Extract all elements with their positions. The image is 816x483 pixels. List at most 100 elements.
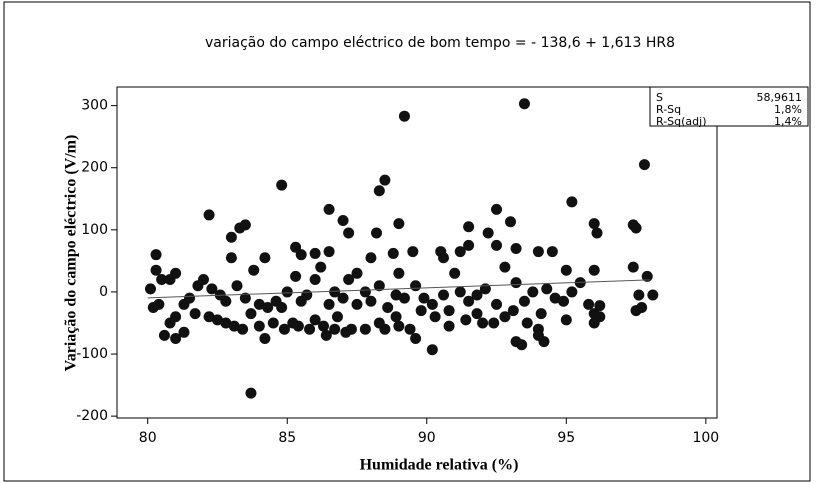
- point: [343, 227, 355, 239]
- point: [371, 227, 383, 239]
- point: [290, 241, 302, 253]
- point: [410, 333, 422, 345]
- point: [158, 329, 170, 341]
- point: [231, 280, 243, 292]
- point: [393, 267, 405, 279]
- point: [393, 218, 405, 230]
- point: [290, 270, 302, 282]
- point: [566, 196, 578, 208]
- point: [259, 252, 271, 264]
- point: [340, 326, 352, 338]
- point: [491, 203, 503, 215]
- x-axis-label: Humidade relativa (%): [360, 457, 519, 474]
- point: [343, 274, 355, 286]
- point: [566, 286, 578, 298]
- point: [184, 292, 196, 304]
- point: [491, 298, 503, 310]
- point: [560, 314, 572, 326]
- point: [237, 323, 249, 335]
- point: [248, 264, 260, 276]
- point: [309, 314, 321, 326]
- point: [315, 261, 327, 273]
- point: [491, 239, 503, 251]
- y-axis-label: Variação do campo eléctrico (V/m): [63, 135, 80, 372]
- point: [443, 305, 455, 317]
- point: [454, 286, 466, 298]
- point: [482, 227, 494, 239]
- point: [323, 203, 335, 215]
- point: [144, 283, 156, 295]
- point: [337, 215, 349, 227]
- point: [463, 221, 475, 233]
- point: [270, 295, 282, 307]
- point: [583, 298, 595, 310]
- point: [331, 311, 343, 323]
- point: [351, 267, 363, 279]
- point: [535, 308, 547, 320]
- point: [479, 283, 491, 295]
- point: [407, 246, 419, 258]
- point: [638, 159, 650, 171]
- point: [323, 246, 335, 258]
- point: [418, 292, 430, 304]
- x-tick-label: 100: [692, 430, 719, 446]
- stats-box: [649, 86, 809, 127]
- point: [382, 301, 394, 313]
- point: [390, 289, 402, 301]
- point: [267, 317, 279, 329]
- point: [253, 298, 265, 310]
- stat-value: 1,8%: [774, 103, 802, 116]
- stat-name: S: [656, 91, 663, 104]
- point: [225, 252, 237, 264]
- y-tick-label: 0: [99, 284, 108, 300]
- point: [426, 344, 438, 356]
- point: [477, 317, 489, 329]
- point: [373, 280, 385, 292]
- point: [301, 289, 313, 301]
- point: [373, 185, 385, 197]
- point: [379, 174, 391, 186]
- point: [463, 295, 475, 307]
- plot-area: [116, 86, 718, 419]
- point: [198, 274, 210, 286]
- point: [404, 323, 416, 335]
- point: [239, 219, 251, 231]
- point: [518, 98, 530, 110]
- point: [203, 209, 215, 221]
- point: [259, 333, 271, 345]
- point: [507, 305, 519, 317]
- point: [211, 314, 223, 326]
- point: [541, 283, 553, 295]
- point: [454, 246, 466, 258]
- point: [206, 283, 218, 295]
- point: [329, 323, 341, 335]
- fit-line: [147, 279, 651, 299]
- point: [318, 320, 330, 332]
- point: [390, 311, 402, 323]
- y-tick-label: 300: [81, 98, 108, 114]
- point: [320, 329, 332, 341]
- point: [309, 274, 321, 286]
- point: [178, 326, 190, 338]
- point: [630, 305, 642, 317]
- x-tick-label: 80: [139, 430, 157, 446]
- point: [591, 227, 603, 239]
- point: [276, 179, 288, 191]
- y-tick-label: -100: [76, 346, 108, 362]
- point: [245, 308, 257, 320]
- point: [488, 317, 500, 329]
- point: [262, 301, 274, 313]
- point: [323, 298, 335, 310]
- point: [463, 239, 475, 251]
- point: [594, 300, 606, 312]
- point: [633, 289, 645, 301]
- point: [499, 261, 511, 273]
- point: [532, 246, 544, 258]
- point: [220, 317, 232, 329]
- stat-value: 1,4%: [774, 115, 802, 128]
- point: [329, 286, 341, 298]
- point: [220, 295, 232, 307]
- point: [443, 320, 455, 332]
- point: [398, 292, 410, 304]
- point: [588, 218, 600, 230]
